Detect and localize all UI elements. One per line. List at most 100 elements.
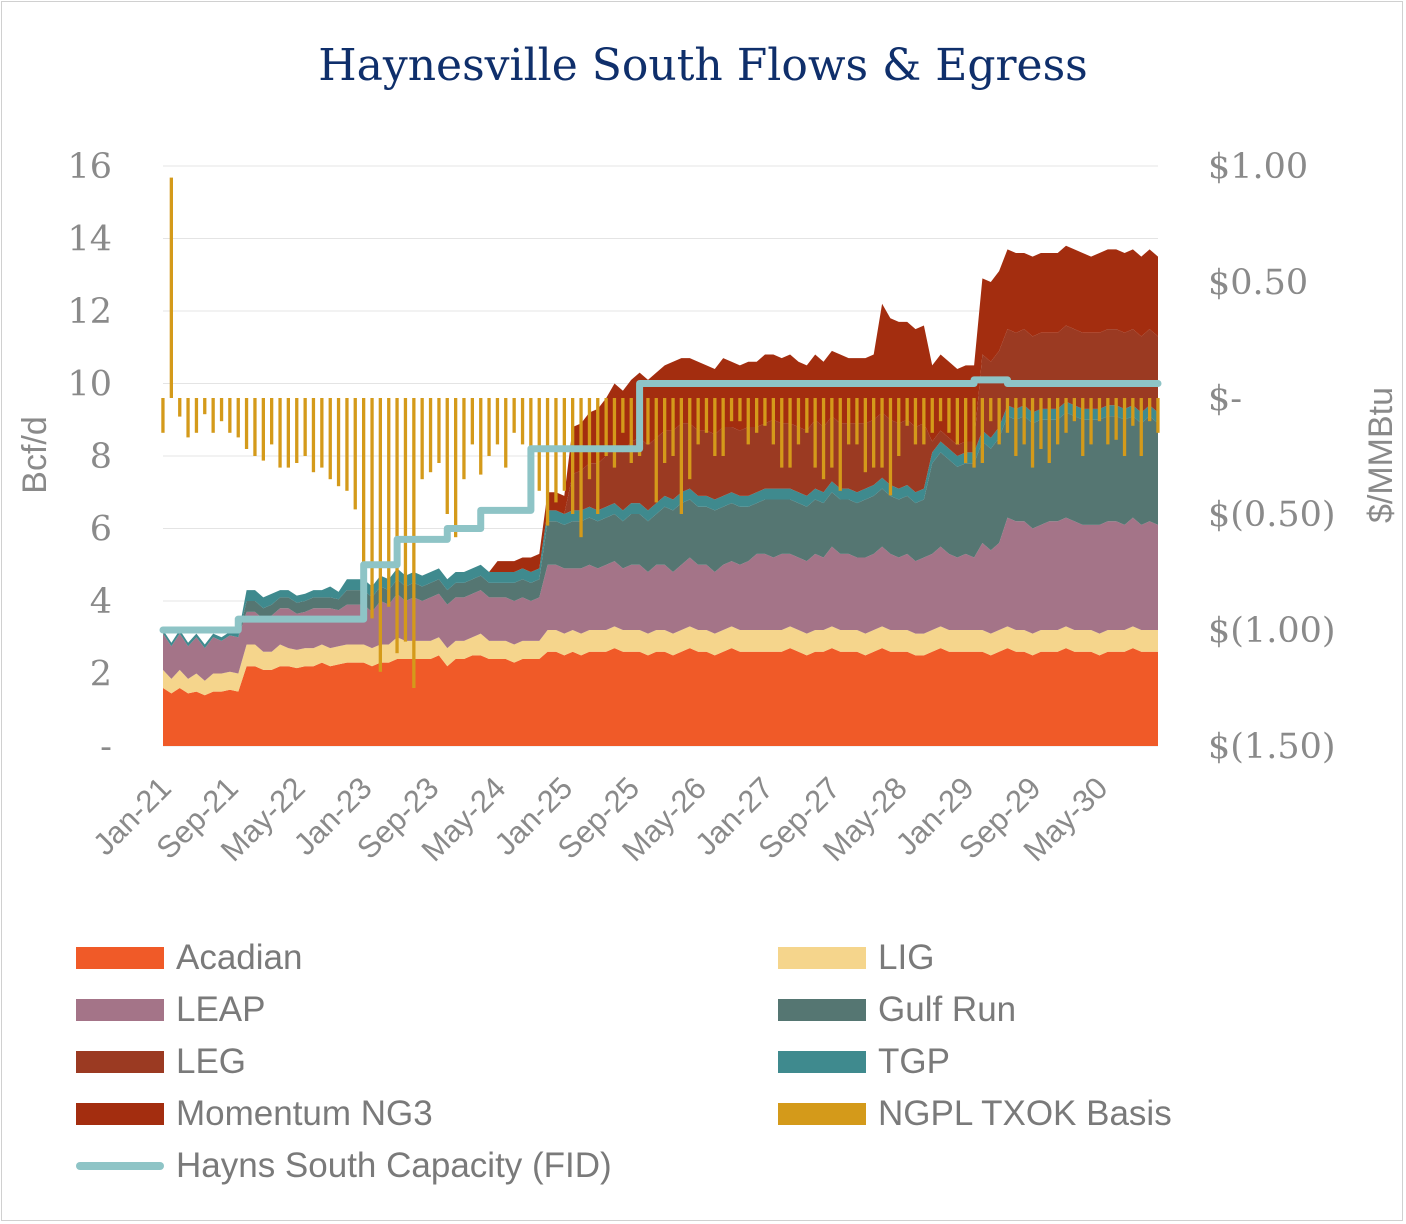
area-acadian: [163, 648, 1158, 746]
legend-item: NGPL TXOK Basis: [778, 1094, 1172, 1134]
basis-bar: [178, 398, 182, 417]
legend-swatch: [778, 1051, 866, 1073]
legend-swatch: [778, 1103, 866, 1125]
basis-bar: [704, 398, 709, 433]
basis-bar: [1097, 398, 1102, 422]
legend-swatch: [778, 999, 866, 1021]
y-tick-right: $(1.00): [1208, 611, 1336, 651]
basis-bar: [1056, 398, 1060, 445]
legend-label: Momentum NG3: [176, 1094, 433, 1133]
basis-bar: [420, 398, 424, 480]
y-tick-right: $(0.50): [1208, 495, 1336, 535]
y-axis-right: $(1.50) $(1.00) $(0.50) $- $0.50 $1.00: [1208, 147, 1336, 767]
basis-bar: [211, 398, 215, 433]
area-leg: [163, 325, 1158, 645]
basis-bar: [997, 398, 1001, 445]
basis-bar: [270, 398, 274, 445]
area-leap: [163, 517, 1158, 681]
basis-bar: [1005, 398, 1010, 433]
legend-swatch: [76, 1051, 164, 1073]
basis-bar: [1106, 398, 1110, 445]
basis-bar: [236, 398, 240, 438]
basis-bar: [512, 398, 516, 433]
basis-bar: [545, 398, 550, 526]
area-lig: [163, 626, 1158, 696]
basis-bar: [922, 398, 926, 445]
basis-bar: [537, 398, 541, 491]
basis-bar: [738, 398, 742, 422]
y-tick-left: 6: [90, 510, 112, 550]
basis-bar: [412, 398, 416, 688]
basis-bar: [671, 398, 675, 456]
basis-bar: [378, 398, 382, 672]
basis-bar: [395, 398, 399, 654]
basis-bar: [729, 398, 734, 422]
basis-bar: [487, 398, 491, 456]
basis-bar: [1114, 398, 1118, 440]
basis-bar: [612, 398, 617, 468]
basis-bar: [479, 398, 483, 475]
basis-bar: [295, 398, 299, 463]
legend-item: LIG: [778, 938, 934, 978]
basis-bar: [186, 398, 190, 438]
basis-bar: [780, 398, 784, 468]
basis-bar: [495, 398, 500, 445]
legend-swatch: [778, 947, 866, 969]
legend-label: Gulf Run: [878, 990, 1017, 1029]
y-tick-right: $1.00: [1208, 147, 1308, 187]
legend-label: LEAP: [176, 990, 266, 1029]
basis-bar: [320, 398, 324, 468]
basis-bar: [830, 398, 834, 468]
basis-bar: [847, 398, 851, 445]
basis-bar: [1064, 398, 1068, 433]
y-tick-left: 16: [67, 147, 112, 187]
basis-bar: [696, 398, 700, 445]
basis-bar: [529, 398, 533, 468]
basis-bar: [462, 398, 466, 480]
basis-bar: [571, 398, 575, 514]
basis-bar: [905, 398, 909, 426]
basis-bar: [261, 398, 265, 461]
y-axis-left-title: Bcf/d: [16, 416, 54, 493]
basis-bar: [336, 398, 341, 487]
basis-bar: [161, 398, 165, 433]
y-tick-left: 14: [67, 220, 112, 260]
basis-bar: [362, 398, 366, 584]
basis-bar: [880, 398, 884, 468]
basis-bar: [504, 398, 508, 468]
basis-bar: [1022, 398, 1026, 445]
legend-item: Momentum NG3: [76, 1094, 433, 1134]
legend-swatch: [76, 1162, 164, 1170]
basis-bar: [813, 398, 817, 468]
basis-bar: [445, 398, 449, 514]
basis-bar: [303, 398, 307, 456]
basis-bar: [579, 398, 583, 538]
area-gulf-run: [163, 412, 1158, 649]
basis-bar: [872, 398, 876, 468]
basis-bar: [311, 398, 316, 473]
basis-bar: [1089, 398, 1093, 445]
basis-bar: [194, 398, 199, 433]
basis-bar: [278, 398, 282, 468]
legend-label: LEG: [176, 1042, 247, 1081]
basis-bar: [771, 398, 775, 445]
y-axis-left: - 2 4 6 8 10 12 14 16: [67, 147, 112, 767]
y-tick-right: $(1.50): [1208, 727, 1336, 767]
basis-bar: [1148, 398, 1152, 422]
basis-bar: [947, 398, 951, 433]
basis-bar: [286, 398, 290, 468]
legend-label: NGPL TXOK Basis: [878, 1094, 1172, 1133]
basis-bar: [713, 398, 717, 456]
basis-bar: [169, 177, 173, 398]
basis-bar: [345, 398, 349, 491]
basis-bar: [930, 398, 934, 433]
basis-bar: [219, 398, 224, 422]
basis-bar: [1131, 398, 1135, 426]
basis-bar: [746, 398, 750, 445]
basis-bar: [989, 398, 993, 422]
basis-bar: [1139, 398, 1143, 456]
basis-bar: [654, 398, 658, 503]
